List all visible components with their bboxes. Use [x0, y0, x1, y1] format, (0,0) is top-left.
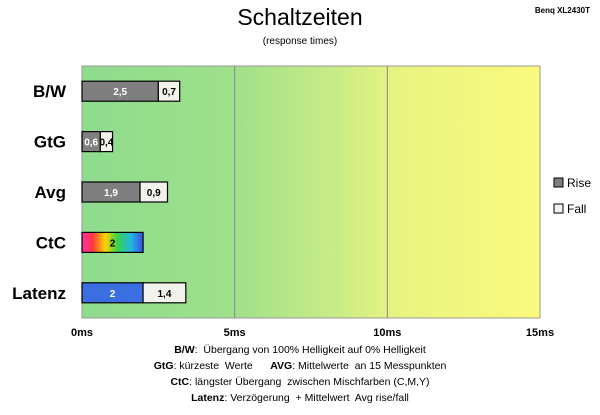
category-label: CtC [36, 233, 66, 252]
bar-fall [99, 131, 114, 153]
note-text: : Übergang von 100% Helligkeit auf 0% He… [194, 344, 426, 356]
bar-fall [142, 282, 187, 304]
note-bw: B/W: Übergang von 100% Helligkeit auf 0%… [0, 342, 600, 358]
note-gtg-avg: GtG: kürzeste Werte AVG: Mittelwerte an … [0, 358, 600, 374]
bar-fall [157, 80, 181, 102]
category-label: Latenz [12, 284, 66, 303]
bar-rise [81, 231, 144, 253]
legend-swatch [553, 203, 564, 214]
note-label: B/W [174, 344, 195, 356]
bar-value-label: 0,4 [99, 138, 113, 149]
category-label: GtG [34, 133, 66, 152]
category-label: B/W [33, 82, 67, 101]
bar-value-label: 1,9 [104, 188, 118, 199]
bar-value-label: 0,9 [147, 188, 161, 199]
monitor-model: Benq XL2430T [534, 6, 590, 15]
legend-swatch [553, 177, 564, 188]
note-label: AVG [270, 360, 293, 372]
legend-label: Rise [567, 176, 591, 190]
note-label: CtC [170, 376, 190, 388]
category-label: Avg [35, 183, 67, 202]
note-text: : Verzögerung + Mittelwert Avg rise/fall [224, 392, 409, 404]
bar-fall [139, 181, 169, 203]
note-label: Latenz [191, 392, 225, 404]
chart-notes: B/W: Übergang von 100% Helligkeit auf 0%… [0, 342, 600, 406]
bar-value-label: 0,6 [84, 138, 98, 149]
x-tick-label: 5ms [224, 327, 246, 339]
x-tick-label: 15ms [526, 327, 554, 339]
note-text: : kürzeste Werte [173, 360, 253, 372]
legend-label: Fall [567, 202, 586, 216]
chart-subtitle: (response times) [262, 36, 338, 47]
x-tick-label: 0ms [71, 327, 93, 339]
note-latenz: Latenz: Verzögerung + Mittelwert Avg ris… [0, 390, 600, 406]
chart-title: Schaltzeiten [237, 4, 363, 30]
note-text: : Mittelwerte an 15 Messpunkten [292, 360, 447, 372]
response-time-chart: 0ms 5ms 10ms 15ms B/W 2,5 0,7 GtG 0,6 0,4 Avg 1,9 0,… [12, 65, 591, 339]
x-tick-label: 10ms [373, 327, 401, 339]
bar-value-label: 2 [110, 289, 116, 300]
bar-value-label: 0,7 [162, 87, 176, 98]
note-ctc: CtC: längster Übergang zwischen Mischfar… [0, 374, 600, 390]
note-label: GtG [153, 360, 174, 372]
bar-value-label: 2,5 [113, 87, 127, 98]
note-text: : längster Übergang zwischen Mischfarben… [189, 376, 430, 388]
bar-value-label: 2 [110, 238, 116, 249]
bar-value-label: 1,4 [157, 289, 171, 300]
